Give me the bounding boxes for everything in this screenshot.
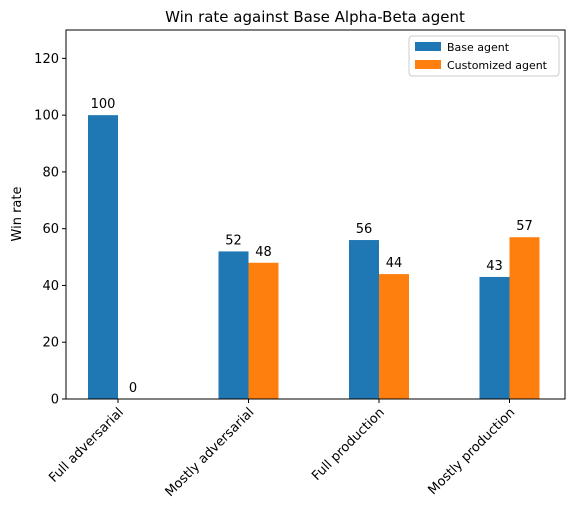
- y-tick-label: 40: [42, 279, 59, 294]
- y-tick-label: 100: [34, 109, 59, 124]
- plot-area: 100 52 56 43 0 48 44 57 0 20 40 60 80 100 120 Full adve…: [34, 29, 566, 500]
- data-label: 48: [255, 245, 272, 260]
- y-tick-label: 0: [51, 393, 59, 408]
- axes-frame: [65, 29, 566, 400]
- x-tick-label: Mostly production: [425, 405, 518, 498]
- x-tick-label: Full production: [309, 405, 388, 484]
- legend-box: [408, 35, 560, 77]
- bar-customized-1: [248, 262, 279, 399]
- data-label: 57: [516, 219, 533, 234]
- data-label: 43: [486, 259, 503, 274]
- bar-base-2: [349, 240, 379, 399]
- bar-base-0: [88, 115, 118, 400]
- x-tick-label: Full adversarial: [46, 405, 127, 486]
- y-tick-label: 60: [42, 222, 59, 237]
- data-label: 52: [225, 233, 242, 248]
- data-label: 0: [129, 381, 137, 396]
- y-axis-label: Win rate: [10, 187, 25, 242]
- legend-label-0: Base agent: [447, 41, 510, 54]
- legend-swatch-0: [415, 42, 441, 51]
- bar-base-3: [479, 276, 510, 399]
- bar-base-1: [218, 251, 249, 399]
- legend-label-1: Customized agent: [447, 59, 548, 72]
- bar-customized-3: [509, 237, 540, 399]
- chart-title: Win rate against Base Alpha-Beta agent: [165, 8, 465, 26]
- y-tick-label: 80: [42, 165, 59, 180]
- data-label: 56: [356, 222, 373, 237]
- y-tick-label: 20: [42, 336, 59, 351]
- data-label: 100: [91, 97, 116, 112]
- y-tick-label: 120: [34, 52, 59, 67]
- bar-customized-2: [379, 274, 409, 399]
- data-label: 44: [386, 256, 403, 271]
- legend-swatch-1: [415, 60, 441, 69]
- x-tick-label: Mostly adversarial: [163, 405, 258, 500]
